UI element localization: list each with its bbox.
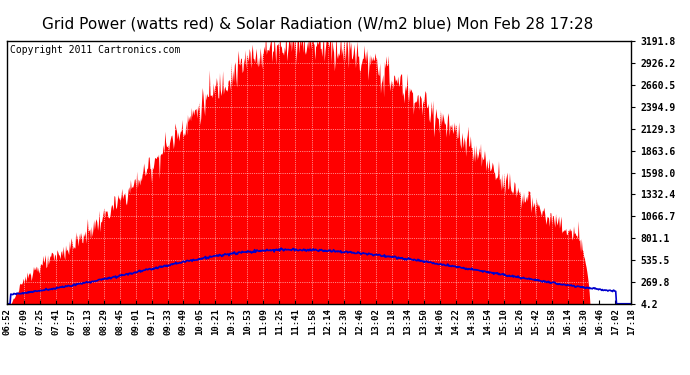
Text: Copyright 2011 Cartronics.com: Copyright 2011 Cartronics.com [10,45,180,55]
Text: Grid Power (watts red) & Solar Radiation (W/m2 blue) Mon Feb 28 17:28: Grid Power (watts red) & Solar Radiation… [42,17,593,32]
